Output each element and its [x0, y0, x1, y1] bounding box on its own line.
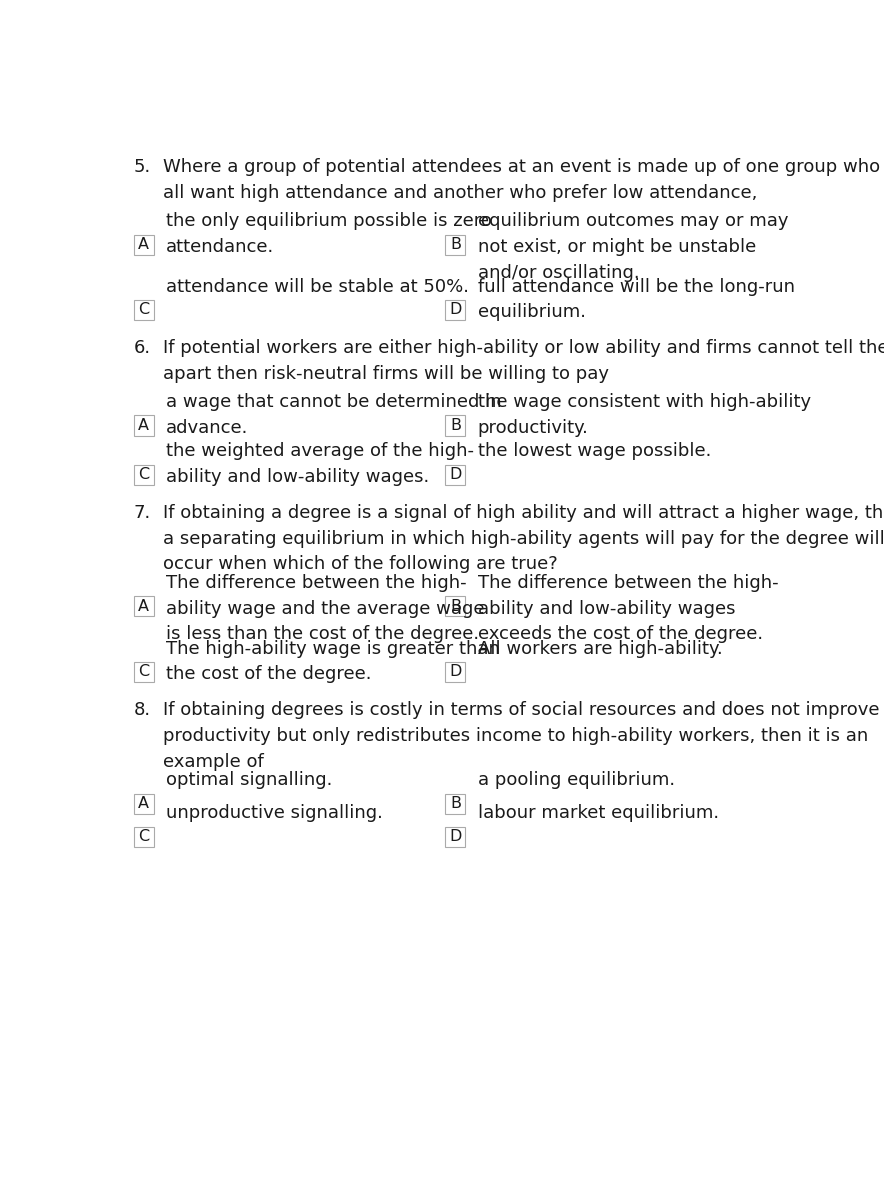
Text: The difference between the high-
ability and low-ability wages
exceeds the cost : The difference between the high- ability…: [478, 574, 779, 643]
Text: 6.: 6.: [133, 339, 151, 357]
FancyBboxPatch shape: [446, 234, 466, 254]
Text: B: B: [450, 796, 461, 812]
Text: B: B: [450, 598, 461, 614]
Text: C: C: [138, 468, 149, 482]
Text: the wage consistent with high-ability
productivity.: the wage consistent with high-ability pr…: [478, 393, 811, 437]
FancyBboxPatch shape: [133, 416, 154, 436]
FancyBboxPatch shape: [446, 662, 466, 682]
FancyBboxPatch shape: [446, 794, 466, 814]
Text: A: A: [138, 796, 149, 812]
FancyBboxPatch shape: [133, 596, 154, 616]
Text: All workers are high-ability.: All workers are high-ability.: [478, 640, 722, 657]
Text: D: D: [449, 468, 461, 482]
Text: The difference between the high-
ability wage and the average wage
is less than : The difference between the high- ability…: [166, 574, 484, 643]
Text: C: C: [138, 664, 149, 680]
Text: optimal signalling.: optimal signalling.: [166, 772, 332, 789]
Text: A: A: [138, 418, 149, 434]
FancyBboxPatch shape: [133, 465, 154, 485]
Text: labour market equilibrium.: labour market equilibrium.: [478, 805, 719, 822]
FancyBboxPatch shape: [446, 300, 466, 320]
Text: The high-ability wage is greater than
the cost of the degree.: The high-ability wage is greater than th…: [166, 640, 500, 683]
FancyBboxPatch shape: [446, 827, 466, 847]
Text: D: D: [449, 829, 461, 845]
Text: D: D: [449, 303, 461, 318]
Text: If obtaining a degree is a signal of high ability and will attract a higher wage: If obtaining a degree is a signal of hig…: [164, 504, 884, 574]
Text: full attendance will be the long-run
equilibrium.: full attendance will be the long-run equ…: [478, 278, 795, 322]
Text: 8.: 8.: [133, 701, 151, 719]
Text: B: B: [450, 237, 461, 252]
FancyBboxPatch shape: [133, 662, 154, 682]
FancyBboxPatch shape: [446, 465, 466, 485]
Text: unproductive signalling.: unproductive signalling.: [166, 805, 383, 822]
Text: the weighted average of the high-
ability and low-ability wages.: the weighted average of the high- abilit…: [166, 443, 475, 487]
Text: attendance will be stable at 50%.: attendance will be stable at 50%.: [166, 278, 469, 296]
Text: If potential workers are either high-ability or low ability and firms cannot tel: If potential workers are either high-abi…: [164, 339, 884, 383]
FancyBboxPatch shape: [446, 416, 466, 436]
Text: the only equilibrium possible is zero
attendance.: the only equilibrium possible is zero at…: [166, 212, 492, 256]
Text: a wage that cannot be determined in
advance.: a wage that cannot be determined in adva…: [166, 393, 502, 437]
FancyBboxPatch shape: [133, 827, 154, 847]
Text: A: A: [138, 598, 149, 614]
Text: the lowest wage possible.: the lowest wage possible.: [478, 443, 712, 461]
Text: Where a group of potential attendees at an event is made up of one group who
all: Where a group of potential attendees at …: [164, 158, 880, 201]
Text: equilibrium outcomes may or may
not exist, or might be unstable
and/or oscillati: equilibrium outcomes may or may not exis…: [478, 212, 789, 282]
Text: C: C: [138, 829, 149, 845]
Text: 7.: 7.: [133, 504, 151, 522]
Text: D: D: [449, 664, 461, 680]
Text: If obtaining degrees is costly in terms of social resources and does not improve: If obtaining degrees is costly in terms …: [164, 701, 880, 770]
Text: a pooling equilibrium.: a pooling equilibrium.: [478, 772, 675, 789]
FancyBboxPatch shape: [133, 300, 154, 320]
Text: C: C: [138, 303, 149, 318]
Text: B: B: [450, 418, 461, 434]
FancyBboxPatch shape: [133, 234, 154, 254]
Text: A: A: [138, 237, 149, 252]
FancyBboxPatch shape: [133, 794, 154, 814]
Text: 5.: 5.: [133, 158, 151, 177]
FancyBboxPatch shape: [446, 596, 466, 616]
